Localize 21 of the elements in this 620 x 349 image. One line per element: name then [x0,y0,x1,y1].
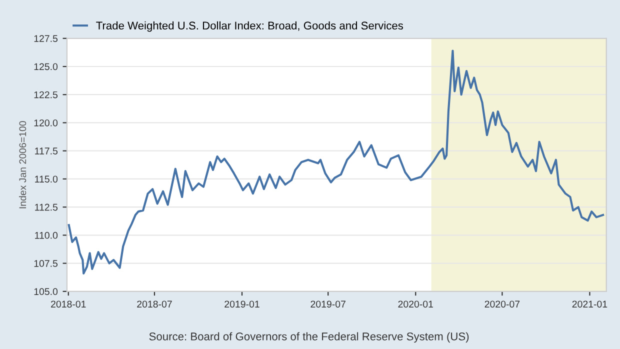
y-tick-label: 125.0 [34,63,58,70]
y-tick-label: 117.5 [35,148,58,154]
x-tick-label: 2020-07 [484,300,520,308]
x-tick-label: 2020-01 [398,300,433,308]
y-tick-label: 110.0 [35,232,58,239]
x-tick-label: 2021-01 [572,300,608,308]
y-tick-label: 107.5 [34,260,58,267]
y-axis-title: Index Jan 2006=100 [18,121,26,208]
y-tick-label: 122.5 [34,91,58,98]
y-tick-label: 112.5 [35,204,58,211]
line-series [68,50,604,274]
x-tick-label: 2019-01 [224,300,260,308]
y-tick-label: 115.0 [35,176,58,183]
x-tick-label: 2018-01 [51,300,86,308]
x-tick-label: 2019-07 [310,300,346,308]
source-note: Source: Board of Governors of the Federal Reserve System (US) [149,332,469,343]
x-tick-label: 2018-07 [137,300,172,308]
y-tick-label: 105.0 [34,288,58,296]
y-tick-label: 127.5 [34,35,58,42]
legend-label: Trade Weighted U.S. Dollar Index: Broad, Goods and Services [96,21,404,32]
y-tick-label: 120.0 [34,119,58,126]
